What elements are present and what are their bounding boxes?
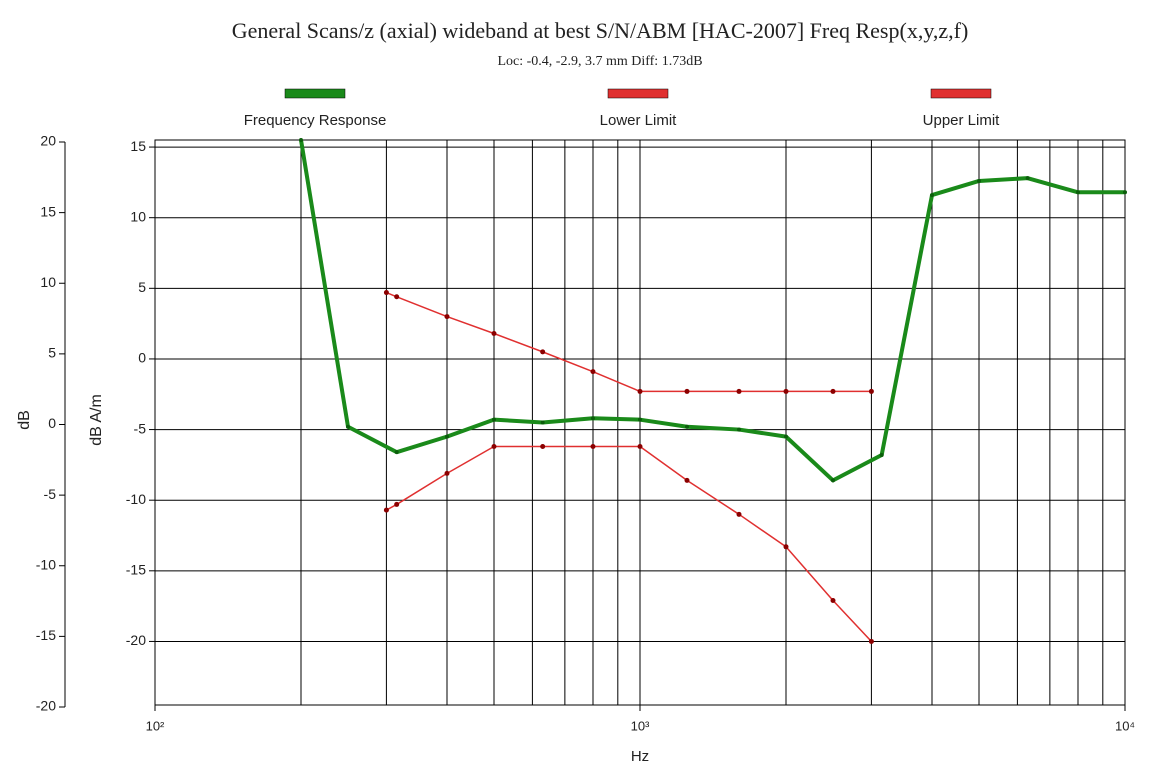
chart-title: General Scans/z (axial) wideband at best… bbox=[232, 18, 969, 43]
data-point bbox=[684, 388, 690, 394]
legend-label: Lower Limit bbox=[600, 112, 678, 129]
y-tick-label: -5 bbox=[134, 420, 147, 436]
y2-tick-label: -15 bbox=[36, 627, 56, 643]
legend-swatch bbox=[284, 88, 346, 99]
y-tick-label: 5 bbox=[138, 279, 146, 295]
x-tick-label: 10⁴ bbox=[1115, 718, 1135, 733]
data-point bbox=[868, 638, 874, 644]
data-point bbox=[879, 452, 884, 457]
y2-axis-label: dB bbox=[16, 410, 33, 430]
data-point bbox=[444, 434, 449, 439]
data-point bbox=[540, 349, 546, 355]
y-tick-label: 15 bbox=[130, 138, 146, 154]
y-tick-label: 0 bbox=[138, 350, 146, 366]
y2-tick-label: 20 bbox=[40, 133, 56, 149]
data-point bbox=[1025, 176, 1030, 181]
y-tick-label: -10 bbox=[126, 491, 146, 507]
data-point bbox=[783, 388, 789, 394]
series-line bbox=[386, 445, 872, 642]
data-point bbox=[394, 294, 400, 300]
series-line bbox=[299, 139, 1125, 483]
data-point bbox=[1123, 190, 1127, 195]
data-point bbox=[736, 427, 741, 432]
y-axis-label: dB A/m bbox=[88, 394, 105, 446]
y2-tick-label: -10 bbox=[36, 556, 56, 572]
data-point bbox=[929, 193, 934, 198]
y2-tick-label: -20 bbox=[36, 698, 56, 714]
data-point bbox=[736, 511, 742, 517]
data-point bbox=[383, 507, 389, 513]
data-point bbox=[638, 417, 642, 422]
legend-label: Upper Limit bbox=[923, 112, 1001, 129]
y2-tick-label: 0 bbox=[48, 415, 56, 431]
data-point bbox=[492, 417, 497, 422]
data-point bbox=[830, 597, 836, 603]
data-point bbox=[831, 478, 836, 483]
data-point bbox=[346, 424, 351, 429]
data-point bbox=[637, 444, 643, 450]
data-point bbox=[637, 388, 643, 394]
y2-tick-label: 10 bbox=[40, 274, 56, 290]
data-point bbox=[298, 138, 303, 142]
data-point bbox=[783, 434, 788, 439]
y2-tick-label: -5 bbox=[44, 486, 57, 502]
data-point bbox=[383, 290, 389, 296]
y-tick-label: -20 bbox=[126, 632, 146, 648]
chart-subtitle: Loc: -0.4, -2.9, 3.7 mm Diff: 1.73dB bbox=[497, 54, 702, 69]
y2-tick-label: 15 bbox=[40, 203, 56, 219]
data-point bbox=[590, 416, 595, 421]
data-point bbox=[736, 388, 742, 394]
data-point bbox=[868, 388, 874, 394]
data-point bbox=[590, 369, 596, 375]
data-point bbox=[540, 444, 546, 450]
x-tick-label: 10² bbox=[146, 718, 165, 733]
data-point bbox=[685, 424, 690, 429]
data-point bbox=[590, 444, 596, 450]
legend-label: Frequency Response bbox=[244, 112, 387, 129]
y2-tick-label: 5 bbox=[48, 345, 56, 361]
legend-swatch bbox=[607, 88, 669, 99]
data-point bbox=[394, 450, 399, 455]
data-point bbox=[491, 444, 497, 450]
data-point bbox=[491, 331, 497, 337]
x-axis-label: Hz bbox=[631, 748, 649, 765]
x-tick-label: 10³ bbox=[631, 718, 650, 733]
plot-frame bbox=[154, 139, 1126, 706]
y-tick-label: 10 bbox=[130, 208, 146, 224]
data-point bbox=[783, 544, 789, 550]
legend-swatch bbox=[930, 88, 992, 99]
data-point bbox=[684, 477, 690, 483]
data-point bbox=[444, 314, 450, 320]
data-point bbox=[1075, 190, 1080, 195]
data-point bbox=[540, 420, 545, 425]
data-point bbox=[444, 470, 450, 476]
data-point bbox=[830, 388, 836, 394]
data-point bbox=[394, 501, 400, 507]
data-point bbox=[977, 178, 982, 183]
series-line bbox=[386, 291, 872, 393]
y-tick-label: -15 bbox=[126, 562, 146, 578]
